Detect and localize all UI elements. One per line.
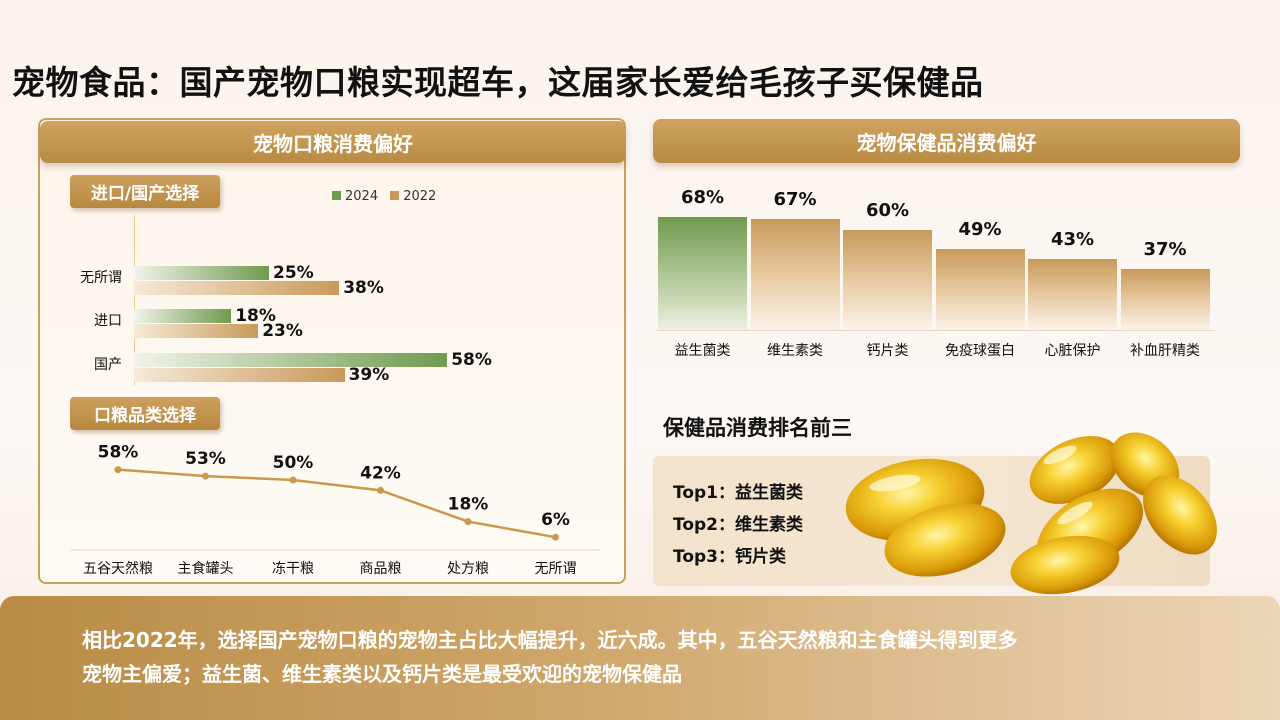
category-label: 心脏保护	[1044, 343, 1101, 359]
bar-2024	[134, 353, 448, 367]
series-line	[117, 468, 556, 539]
category-label: 免疫球蛋白	[945, 343, 1015, 359]
bar-value-label: 49%	[958, 218, 1002, 240]
top3-item-2: Top2：维生素类	[673, 515, 804, 535]
x-tick-label: 商品粮	[360, 561, 402, 577]
bar-2022	[134, 324, 259, 338]
supplement-bar	[1028, 258, 1117, 330]
bar-2022	[134, 368, 345, 382]
bar-value-label: 67%	[773, 188, 817, 210]
data-point	[464, 518, 472, 526]
data-label: 53%	[185, 449, 226, 469]
summary-line-2: 宠物主偏爱；益生菌、维生素类以及钙片类是最受欢迎的宠物保健品	[82, 662, 682, 686]
bar-value-label: 37%	[1143, 238, 1187, 260]
category-label: 补血肝精类	[1130, 343, 1200, 359]
x-tick-label: 五谷天然粮	[83, 560, 153, 577]
supplement-bar	[658, 217, 747, 330]
bar-value-label: 43%	[1050, 228, 1095, 250]
bar-2022	[134, 281, 340, 295]
data-point	[377, 486, 384, 494]
bar-value-label: 25%	[273, 263, 314, 283]
bar-value-label: 60%	[865, 200, 910, 222]
legend-2024: 2024	[332, 189, 378, 204]
data-label: 42%	[360, 463, 401, 483]
bar-2024	[134, 266, 269, 280]
category-label: 进口	[94, 313, 122, 329]
x-axis-line	[655, 330, 1215, 331]
supplement-bar	[935, 248, 1025, 330]
softgel-capsules-image	[845, 432, 1217, 595]
supplement-bar	[1120, 268, 1210, 330]
summary-line-1: 相比2022年，选择国产宠物口粮的宠物主占比大幅提升，近六成。其中，五谷天然粮和…	[82, 628, 1018, 652]
food-preference-banner: 宠物口粮消费偏好	[40, 121, 626, 163]
bar-value-label: 38%	[343, 278, 384, 298]
top3-item-3: Top3：钙片类	[673, 547, 787, 567]
bar-value-label: 39%	[348, 365, 390, 385]
x-tick-label: 冻干粮	[272, 560, 314, 577]
bar-value-label: 68%	[680, 187, 725, 209]
x-tick-label: 主食罐头	[178, 560, 234, 577]
top3-heading: 保健品消费排名前三	[663, 416, 852, 440]
supplement-preference-banner: 宠物保健品消费偏好	[653, 119, 1240, 163]
data-label: 50%	[273, 453, 314, 473]
data-point	[202, 472, 209, 480]
food-category-line-chart: 58% 五谷天然粮 53% 主食罐头 50% 冻干粮 42% 商品粮 18% 处方粮 6% 无所谓	[70, 443, 600, 577]
bar-value-label: 23%	[262, 321, 303, 341]
supplement-bar	[750, 218, 840, 330]
category-label: 无所谓	[80, 270, 122, 286]
data-label: 6%	[541, 510, 570, 530]
data-point	[114, 466, 122, 474]
data-point	[552, 533, 559, 541]
category-label: 国产	[94, 357, 122, 373]
page-title: 宠物食品：国产宠物口粮实现超车，这届家长爱给毛孩子买保健品	[12, 63, 984, 102]
capsule-icon	[845, 432, 1217, 595]
y-axis-line	[134, 215, 135, 385]
category-label: 钙片类	[866, 343, 909, 359]
chart-legend: 2024 2022	[332, 189, 436, 204]
top3-item-1: Top1：益生菌类	[673, 483, 804, 503]
summary-banner: 相比2022年，选择国产宠物口粮的宠物主占比大幅提升，近六成。其中，五谷天然粮和…	[0, 596, 1280, 720]
data-point	[289, 476, 297, 484]
bar-value-label: 58%	[451, 350, 492, 370]
data-label: 58%	[98, 443, 139, 463]
x-tick-label: 处方粮	[447, 561, 489, 577]
import-domestic-tag: 进口/国产选择	[70, 175, 220, 208]
x-tick-label: 无所谓	[535, 561, 577, 577]
data-label: 18%	[448, 495, 489, 515]
supplement-bar	[843, 230, 932, 330]
food-category-tag: 口粮品类选择	[70, 397, 220, 430]
bar-value-label: 18%	[235, 306, 276, 326]
legend-2022: 2022	[390, 189, 436, 204]
category-label: 维生素类	[767, 343, 823, 359]
bar-2024	[134, 309, 232, 323]
category-label: 益生菌类	[674, 343, 731, 359]
